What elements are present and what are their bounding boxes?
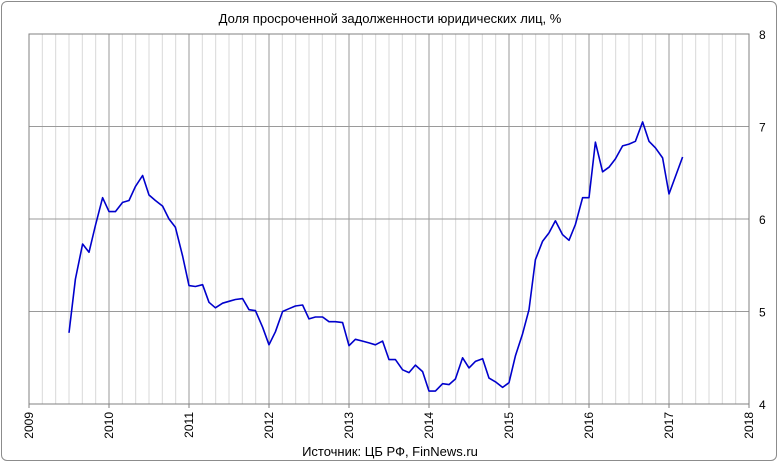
y-axis-ticks: 4 5 6 7 8	[759, 28, 766, 412]
y-tick-label: 5	[759, 306, 766, 320]
y-tick-label: 7	[759, 121, 766, 135]
chart-source: Источник: ЦБ РФ, FinNews.ru	[302, 444, 478, 459]
y-tick-label: 4	[759, 398, 766, 412]
x-tick-label: 2011	[182, 412, 196, 438]
x-tick-label: 2014	[422, 412, 436, 439]
y-tick-label: 6	[759, 213, 766, 227]
series-line	[68, 121, 684, 392]
plot-area	[28, 33, 750, 405]
x-tick-label: 2010	[102, 412, 116, 439]
x-tick-label: 2018	[742, 412, 756, 439]
series-layer	[68, 121, 684, 392]
x-tick-label: 2009	[22, 412, 36, 439]
x-axis-ticks: 2009 2010 2011 2012 2013 2014 2015 2016 2017 2018	[22, 404, 756, 439]
chart-title: Доля просроченной задолженности юридичес…	[219, 11, 562, 26]
x-tick-label: 2017	[662, 412, 676, 439]
x-tick-label: 2012	[262, 412, 276, 439]
x-tick-label: 2015	[502, 412, 516, 439]
y-tick-label: 8	[759, 28, 766, 42]
x-tick-label: 2016	[582, 412, 596, 439]
x-tick-label: 2013	[342, 412, 356, 439]
